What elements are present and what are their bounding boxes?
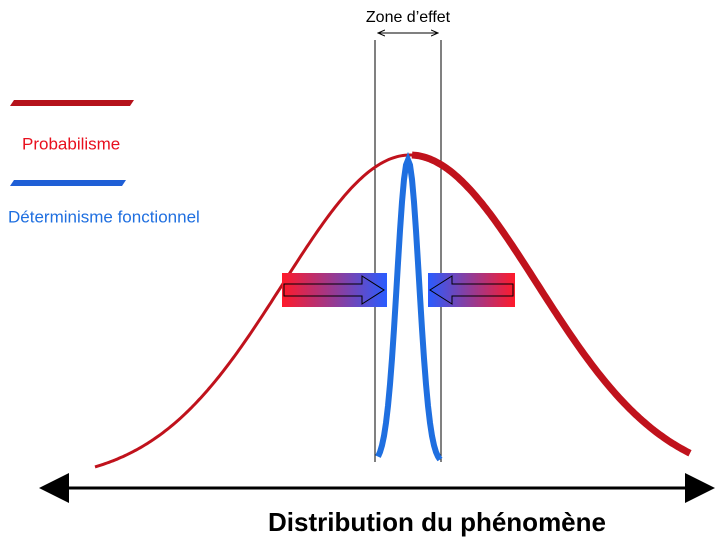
- legend-label: Déterminisme fonctionnel: [8, 207, 200, 226]
- legend-swatch-blue: [10, 180, 126, 186]
- determinism-curve: [375, 151, 443, 462]
- converge-box-left: [282, 273, 387, 307]
- legend-swatch-red: [10, 100, 134, 106]
- legend-label: Probabilisme: [22, 134, 120, 153]
- probabilism-curve-thick: [411, 151, 692, 457]
- axis-label: Distribution du phénomène: [268, 507, 606, 537]
- probabilism-curve: [94, 153, 690, 469]
- converge-box-right: [428, 273, 515, 307]
- arrow-left: [429, 275, 514, 305]
- arrow-right: [283, 275, 385, 305]
- zone-label: Zone d’effet: [366, 9, 451, 26]
